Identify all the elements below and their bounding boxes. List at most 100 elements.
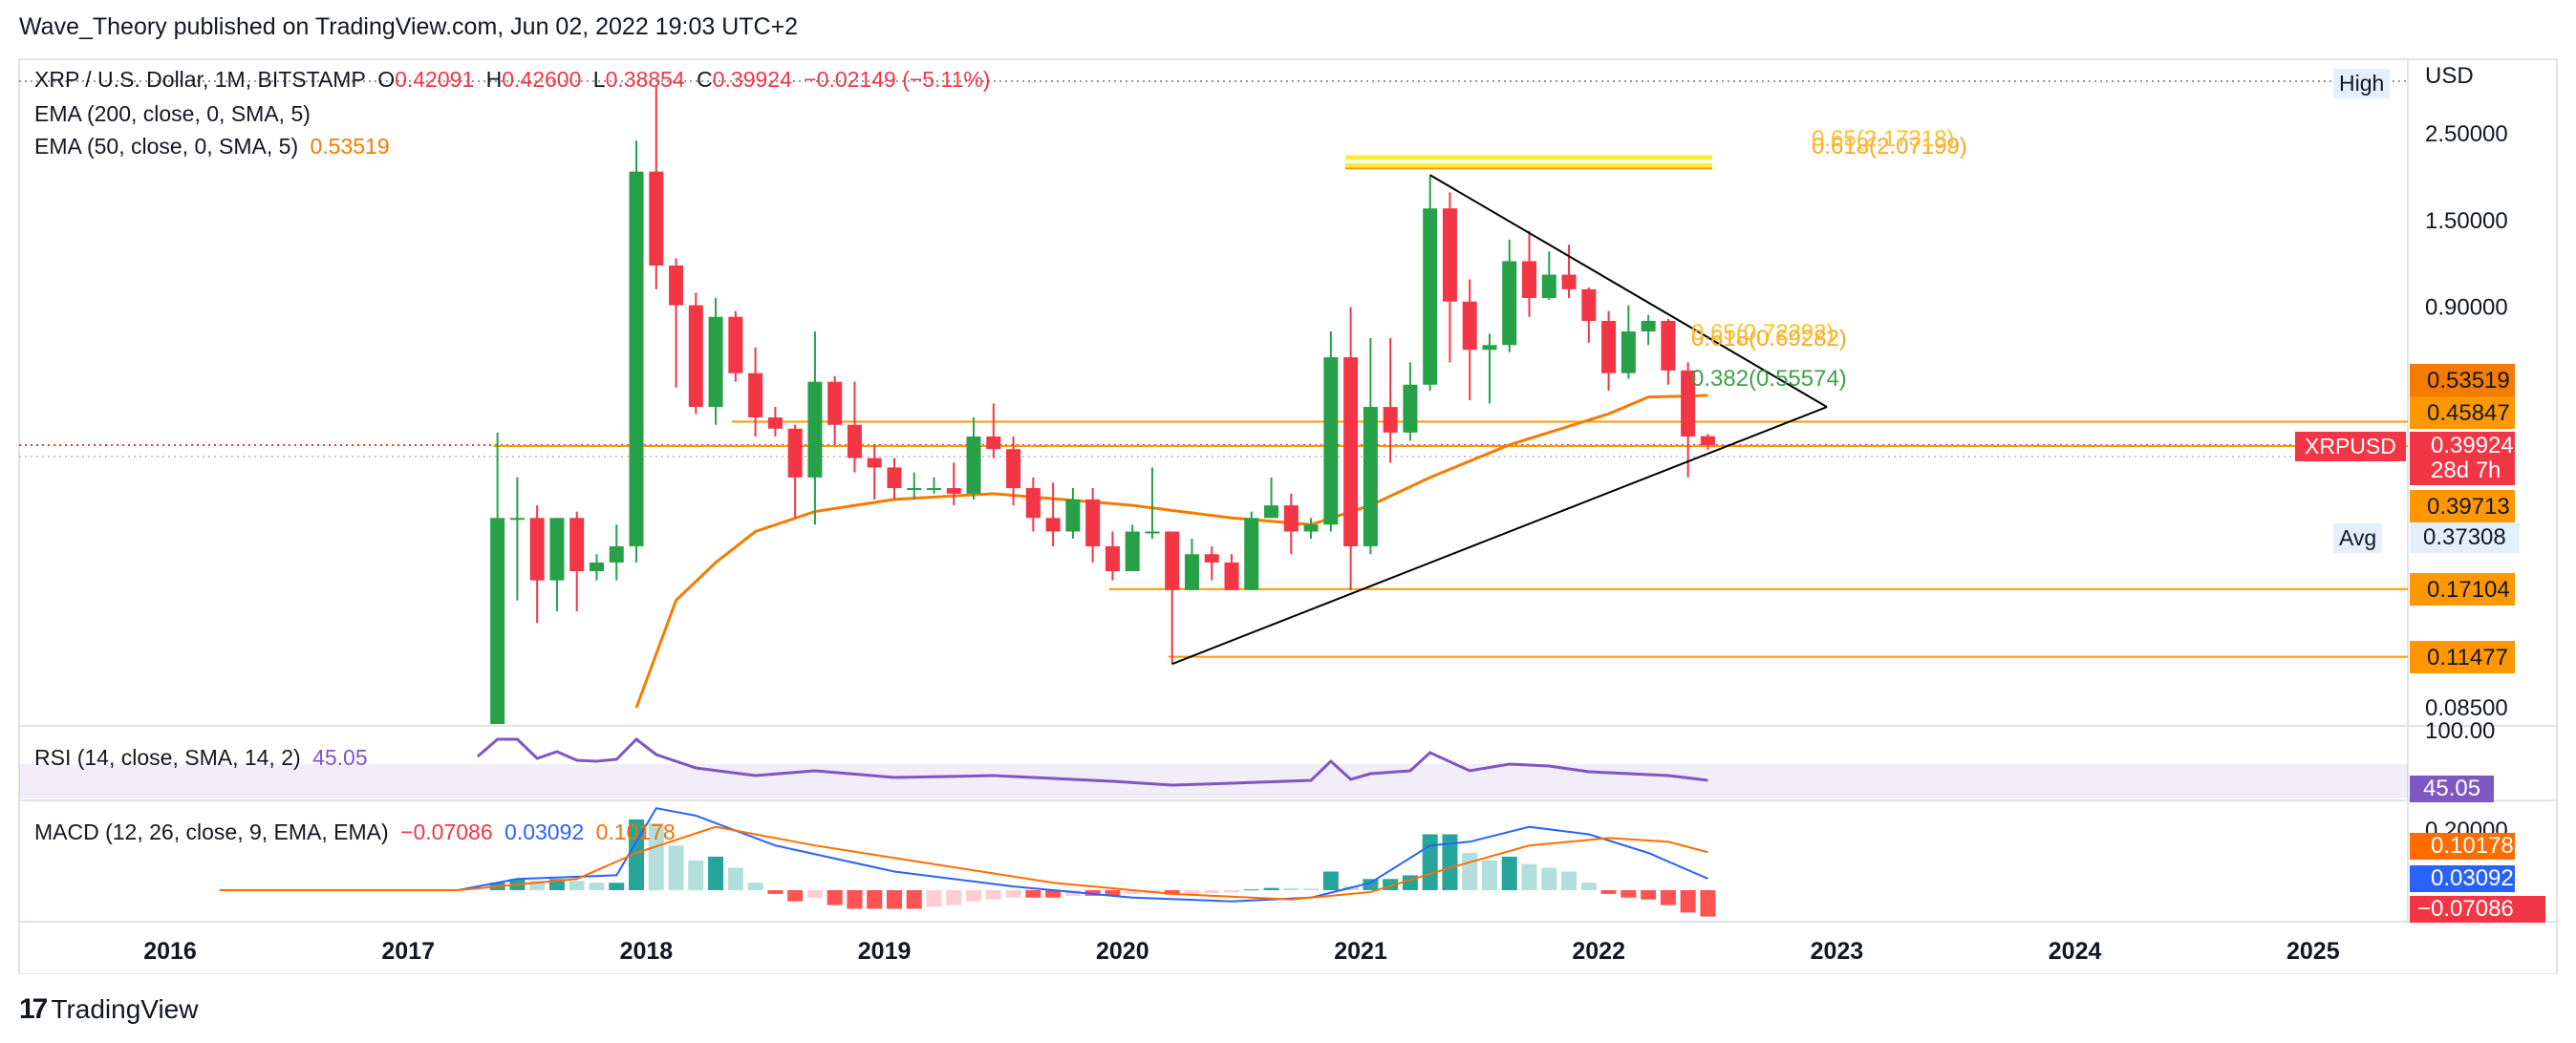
- macd-hist-bar: [648, 822, 664, 890]
- macd-hist-bar: [906, 890, 922, 909]
- triangle-upper-trendline: [1429, 174, 1828, 408]
- macd-hist-bar: [1422, 834, 1438, 890]
- macd-hist-bar: [1105, 890, 1121, 896]
- macd-hist-bar: [1184, 890, 1200, 894]
- macd-hist-bar: [1680, 890, 1696, 913]
- candle-body: [669, 266, 684, 306]
- candle-body: [1522, 261, 1537, 298]
- macd-hist-bar: [826, 890, 843, 905]
- fib-mid-c-label: 0.382(0.55574): [1691, 366, 1847, 392]
- legend-main: XRP / U.S. Dollar, 1M, BITSTAMP O0.42091…: [34, 67, 996, 93]
- candle-body: [966, 436, 981, 494]
- macd-hist-bar: [787, 890, 804, 902]
- candle-body: [728, 316, 743, 373]
- macd-hist-bar: [1125, 890, 1141, 894]
- rsi-top-tick: 100.00: [2425, 718, 2496, 744]
- candle-body: [1462, 301, 1477, 351]
- candle-body: [827, 381, 843, 425]
- legend-l-value: 0.38854: [605, 67, 685, 92]
- candle-body: [907, 488, 922, 491]
- candle-body: [1700, 436, 1715, 446]
- current-price-countdown: 28d 7h: [2431, 458, 2501, 483]
- macd-hist-bar: [1045, 890, 1062, 898]
- price-label-box: [2410, 641, 2515, 673]
- price-tick-label: 0.90000: [2425, 295, 2508, 321]
- macd-hist-bar: [708, 856, 724, 890]
- macd-hist-bar: [688, 860, 704, 890]
- current-price-box: 0.39924 28d 7h: [2410, 432, 2515, 485]
- time-axis-label: 2024: [2049, 938, 2102, 965]
- rsi-line: [476, 737, 1708, 787]
- current-price-symbol: XRPUSD: [2295, 432, 2406, 461]
- macd-hist-bar: [1363, 879, 1379, 890]
- avg-label: Avg: [2333, 523, 2383, 553]
- legend-ema50: EMA (50, close, 0, SMA, 5) 0.53519: [34, 134, 396, 160]
- candle-body: [1502, 261, 1517, 346]
- candle-body: [1145, 531, 1160, 534]
- candle-body: [748, 372, 763, 418]
- macd-hist-bar: [946, 890, 962, 905]
- candle-body: [887, 467, 902, 489]
- legend-change: −0.02149 (−5.11%): [804, 67, 991, 92]
- candle-body: [1323, 357, 1339, 525]
- candle-body: [1482, 345, 1497, 351]
- macd-line-badge: 0.03092: [2410, 865, 2515, 892]
- triangle-lower-trendline: [1171, 406, 1828, 666]
- candle-body: [490, 518, 505, 724]
- rsi-band: [19, 764, 2408, 798]
- macd-hist-bar: [569, 881, 585, 890]
- macd-signal-line: [219, 825, 1708, 901]
- price-label-text: 0.39713: [2427, 494, 2510, 520]
- candles[interactable]: [490, 86, 1715, 724]
- candle-body: [509, 518, 525, 521]
- macd-hist-bar: [926, 890, 942, 907]
- macd-hist-badge: −0.07086: [2410, 896, 2545, 923]
- macd-hist-bar: [867, 890, 883, 909]
- macd-hist-bar: [1700, 890, 1716, 917]
- candle-body: [649, 171, 664, 266]
- legend-c-label: C: [697, 67, 713, 92]
- candle-body: [927, 488, 942, 491]
- candle-body: [1184, 554, 1199, 590]
- tradingview-brand[interactable]: 17 TradingView: [19, 993, 198, 1026]
- chart-canvas[interactable]: 2.50000 1.50000 0.90000 0.08500 0.53519 0.45…: [0, 0, 2576, 974]
- candle-body: [1105, 545, 1120, 572]
- candle-body: [1165, 531, 1180, 590]
- macd-series: [219, 807, 1716, 917]
- macd-signal-badge: 0.10178: [2410, 833, 2515, 860]
- price-tick-label: 2.50000: [2425, 121, 2508, 147]
- macd-hist-bar: [747, 883, 763, 890]
- candle-body: [1204, 554, 1219, 563]
- macd-hist-bar: [847, 890, 863, 909]
- legend-ema200: EMA (200, close, 0, SMA, 5): [34, 101, 316, 127]
- ema50-line: [634, 394, 1708, 709]
- macd-hist-bar: [1263, 887, 1279, 890]
- legend-h-label: H: [485, 67, 503, 92]
- time-axis-label: 2018: [620, 938, 674, 965]
- candle-body: [609, 545, 624, 563]
- chart-frame: [18, 58, 2558, 974]
- candle-body: [986, 436, 1001, 450]
- candle-body: [1006, 449, 1021, 489]
- candle-body: [1363, 407, 1378, 546]
- rsi-value-badge: 45.05: [2410, 776, 2495, 802]
- macd-hist-bar: [806, 890, 823, 898]
- price-label-text: 0.11477: [2427, 645, 2508, 670]
- time-axis-label: 2023: [1811, 938, 1864, 965]
- candle-body: [1581, 288, 1597, 321]
- macd-hist-bar: [1561, 871, 1578, 890]
- price-label-text: 0.45847: [2427, 400, 2510, 426]
- candle-body: [688, 305, 703, 408]
- macd-hist-bar: [668, 845, 684, 890]
- candle-body: [1621, 331, 1636, 373]
- macd-hist-bar: [589, 883, 605, 890]
- current-price-value: 0.39924: [2431, 433, 2514, 458]
- candle-body: [1065, 499, 1081, 532]
- fib-mid-b-label: 0.65(0.72292): [1691, 320, 1834, 346]
- macd-hist-bar: [1025, 890, 1041, 898]
- price-label-text: 0.53519: [2427, 368, 2510, 394]
- fib-levels: [1345, 155, 1712, 170]
- macd-hist-bar: [609, 883, 625, 890]
- triangle-pattern[interactable]: [1171, 174, 1828, 666]
- macd-hist-bar: [1462, 853, 1478, 890]
